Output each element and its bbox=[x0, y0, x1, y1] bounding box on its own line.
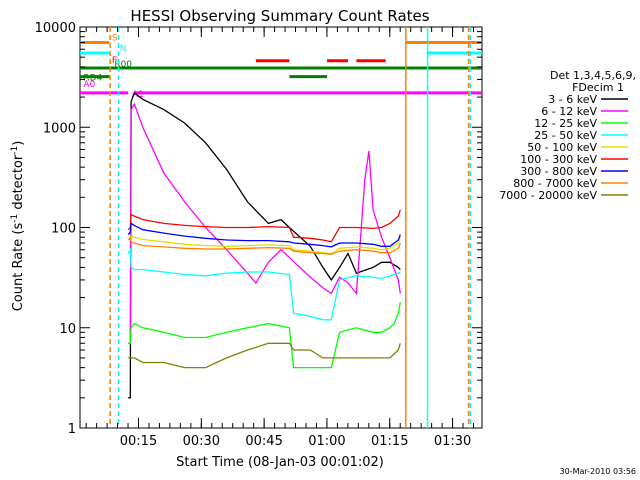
series-line-8 bbox=[128, 342, 401, 369]
legend-label-7: 800 - 7000 keV bbox=[513, 177, 597, 190]
axes: 1 10 100 1000 10000 00:15 00:30 00:45 01:00 01:15… bbox=[35, 21, 482, 449]
y-tick-label: 10000 bbox=[35, 21, 76, 36]
series-line-3 bbox=[127, 247, 401, 321]
x-tick-label: 00:30 bbox=[183, 434, 220, 449]
flag-label-s: S bbox=[112, 34, 118, 44]
y-tick-label: 100 bbox=[51, 222, 76, 237]
flag-label-f: F bbox=[112, 56, 117, 66]
y-axis-label: Count Rate (s-1 detector-1) bbox=[10, 141, 26, 312]
series-line-4 bbox=[127, 235, 401, 255]
series-line-0 bbox=[128, 91, 401, 399]
legend-label-8: 7000 - 20000 keV bbox=[499, 189, 597, 202]
series-line-1 bbox=[128, 102, 401, 344]
x-axis-label: Start Time (08-Jan-03 00:01:02) bbox=[176, 455, 384, 470]
legend-label-6: 300 - 800 keV bbox=[520, 165, 597, 178]
x-tick-label: 01:30 bbox=[434, 434, 471, 449]
flag-label-rd4: RD4 bbox=[83, 74, 102, 84]
legend-label-4: 50 - 100 keV bbox=[527, 141, 597, 154]
flag-label-r00: R00 bbox=[114, 60, 132, 70]
legend-label-0: 3 - 6 keV bbox=[548, 93, 597, 106]
x-tick-label: 01:15 bbox=[371, 434, 408, 449]
y-tick-label: 1 bbox=[68, 422, 76, 437]
legend-label-3: 25 - 50 keV bbox=[534, 129, 597, 142]
series-lines bbox=[127, 91, 401, 399]
chart-title: HESSI Observing Summary Count Rates bbox=[130, 7, 429, 25]
series-line-6 bbox=[127, 222, 401, 248]
vertical-markers bbox=[109, 27, 472, 428]
legend-label-5: 100 - 300 keV bbox=[520, 153, 597, 166]
x-tick-label: 00:45 bbox=[245, 434, 282, 449]
legend-label-1: 6 - 12 keV bbox=[541, 105, 597, 118]
flag-label-a0: A0 bbox=[83, 80, 95, 90]
y-tick-label: 10 bbox=[59, 322, 76, 337]
x-tick-label: 00:15 bbox=[120, 434, 157, 449]
flag-label-n: N bbox=[120, 44, 127, 54]
series-line-5 bbox=[127, 209, 401, 243]
legend-header-line-1: Det 1,3,4,5,6,9, bbox=[550, 69, 636, 82]
legend-header-line-2: FDecim 1 bbox=[572, 81, 624, 94]
x-tick-label: 01:00 bbox=[308, 434, 345, 449]
footer-timestamp: 30-Mar-2010 03:56 bbox=[560, 467, 637, 476]
y-tick-label: 1000 bbox=[43, 121, 76, 136]
series-line-7 bbox=[127, 237, 401, 255]
legend-label-2: 12 - 25 keV bbox=[534, 117, 597, 130]
